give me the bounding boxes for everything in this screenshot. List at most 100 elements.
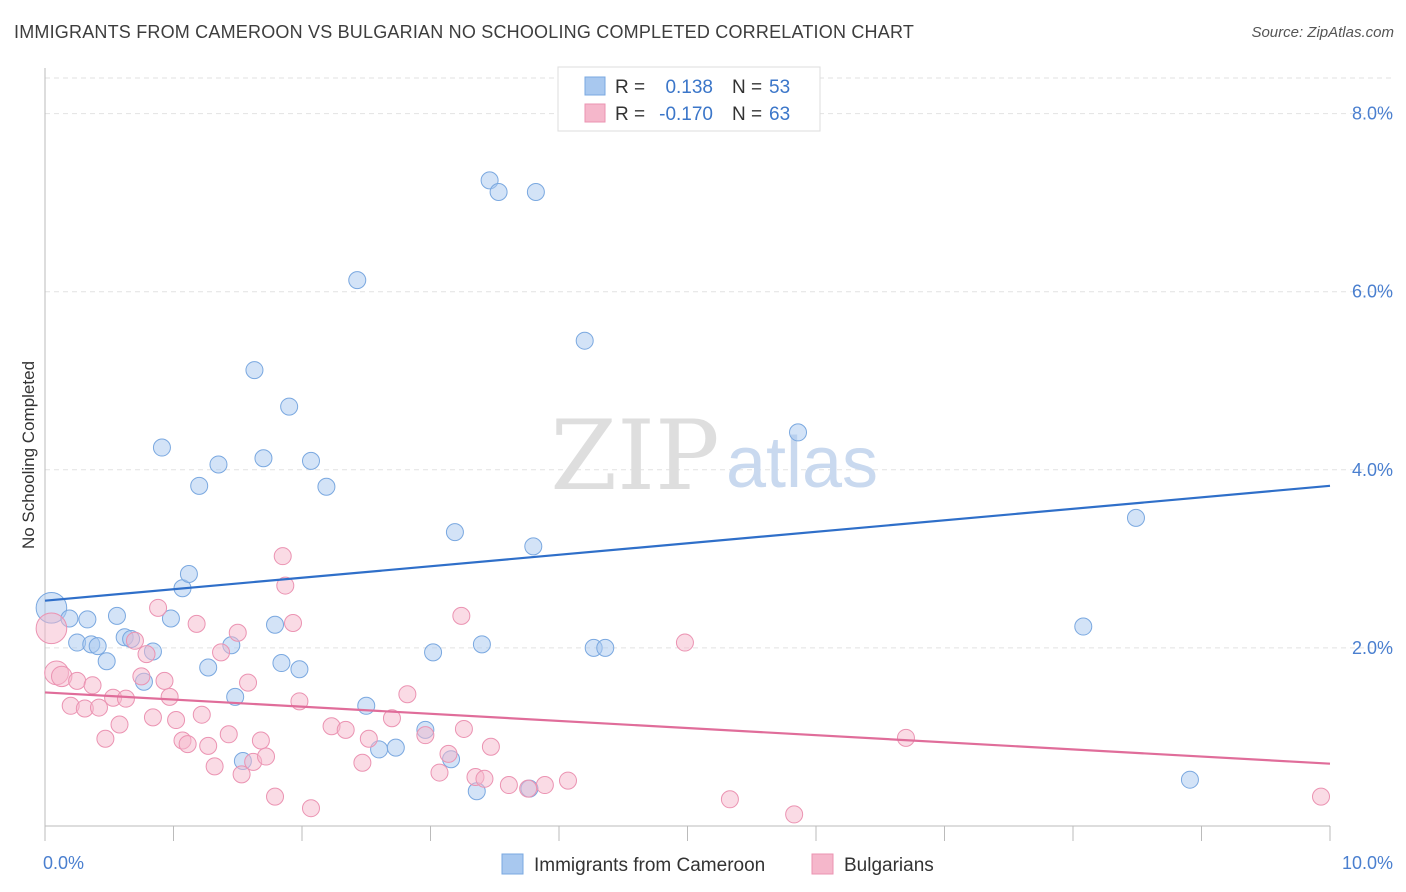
point-bulgarian (336, 720, 355, 739)
trend-lines (44, 484, 1331, 765)
point-bulgarian (232, 765, 251, 784)
point-cameroon (280, 397, 299, 416)
point-bulgarian (68, 671, 87, 690)
point-cameroon (272, 654, 291, 673)
point-bulgarian (239, 673, 258, 692)
point-bulgarian (481, 737, 500, 756)
point-bulgarian (284, 613, 303, 632)
point-bulgarian (535, 776, 554, 795)
legend-stats: R = 0.138 N = 53 R = -0.170 N = 63 (557, 66, 821, 132)
point-bulgarian (219, 725, 238, 744)
legend-swatch-cameroon (501, 853, 524, 875)
point-cameroon (290, 660, 309, 679)
y-tick-label: 4.0% (1352, 460, 1393, 480)
point-bulgarian (301, 799, 320, 818)
point-bulgarian (205, 757, 224, 776)
point-bulgarian (499, 776, 518, 795)
watermark-zip: ZIP (550, 400, 719, 512)
point-bulgarian (125, 631, 144, 650)
legend-label-cameroon: Immigrants from Cameroon (534, 855, 765, 876)
x-tick-label: 10.0% (1342, 853, 1393, 873)
point-cameroon (161, 609, 180, 628)
gridlines (45, 77, 1392, 649)
point-bulgarian (430, 763, 449, 782)
point-cameroon (226, 687, 245, 706)
point-cameroon (190, 476, 209, 495)
point-bulgarian (137, 645, 156, 664)
point-cameroon (789, 423, 808, 442)
data-points (35, 102, 1331, 824)
point-bulgarian (155, 671, 174, 690)
legend-r-label: R = (615, 77, 645, 98)
y-tick-label: 2.0% (1352, 638, 1393, 658)
point-cameroon (97, 652, 116, 671)
point-cameroon (199, 658, 218, 677)
point-cameroon (1126, 508, 1145, 527)
axes (44, 68, 1331, 841)
watermark: ZIP atlas (550, 400, 878, 512)
point-bulgarian (110, 715, 129, 734)
point-cameroon (524, 537, 543, 556)
legend-n-value: 53 (769, 77, 790, 98)
point-bulgarian (439, 744, 458, 763)
point-bulgarian (83, 676, 102, 695)
point-cameroon (301, 451, 320, 470)
point-bulgarian (273, 547, 292, 566)
legend-swatch-bulgarian (584, 103, 606, 123)
point-cameroon (152, 438, 171, 457)
legend-n-value: 63 (769, 104, 790, 125)
point-bulgarian (896, 728, 915, 747)
point-bulgarian (519, 779, 538, 798)
point-bulgarian (228, 623, 247, 642)
point-cameroon (209, 455, 228, 474)
legend-r-value: -0.170 (659, 104, 713, 125)
point-bulgarian (266, 787, 285, 806)
point-bulgarian (675, 633, 694, 652)
point-bulgarian (251, 731, 270, 750)
point-cameroon (357, 696, 376, 715)
point-bulgarian (382, 709, 401, 728)
point-bulgarian (132, 667, 151, 686)
point-bulgarian (167, 711, 186, 730)
point-bulgarian (454, 719, 473, 738)
point-cameroon (1180, 770, 1199, 789)
point-bulgarian (149, 598, 168, 617)
point-bulgarian (359, 729, 378, 748)
point-bulgarian (1312, 787, 1331, 806)
point-cameroon (445, 523, 464, 542)
point-cameroon (575, 331, 594, 350)
point-cameroon (78, 610, 97, 629)
point-bulgarian (785, 805, 804, 824)
point-bulgarian (452, 606, 471, 625)
legend-label-bulgarian: Bulgarians (844, 855, 934, 876)
point-bulgarian (178, 735, 197, 754)
point-cameroon (1074, 617, 1093, 636)
point-cameroon (424, 643, 443, 662)
point-cameroon (266, 615, 285, 634)
trend-line-cameroon (44, 484, 1331, 602)
chart-title: IMMIGRANTS FROM CAMEROON VS BULGARIAN NO… (14, 22, 915, 42)
point-bulgarian (187, 614, 206, 633)
point-cameroon (489, 182, 508, 201)
y-tick-label: 6.0% (1352, 282, 1393, 302)
legend-r-value: 0.138 (665, 77, 713, 98)
point-bulgarian (35, 612, 68, 645)
legend-series: Immigrants from Cameroon Bulgarians (501, 853, 934, 876)
point-bulgarian (116, 689, 135, 708)
point-cameroon (107, 606, 126, 625)
point-cameroon (245, 361, 264, 380)
point-bulgarian (212, 643, 231, 662)
y-axis-label: No Schooling Completed (19, 361, 38, 549)
point-bulgarian (160, 687, 179, 706)
legend-n-label: N = (732, 104, 762, 125)
point-cameroon (88, 637, 107, 656)
point-bulgarian (353, 753, 372, 772)
point-bulgarian (558, 771, 577, 790)
point-cameroon (348, 271, 367, 290)
point-bulgarian (192, 705, 211, 724)
legend-swatch-bulgarian (811, 853, 834, 875)
point-bulgarian (89, 698, 108, 717)
trend-line-bulgarian (44, 691, 1331, 765)
point-bulgarian (199, 736, 218, 755)
